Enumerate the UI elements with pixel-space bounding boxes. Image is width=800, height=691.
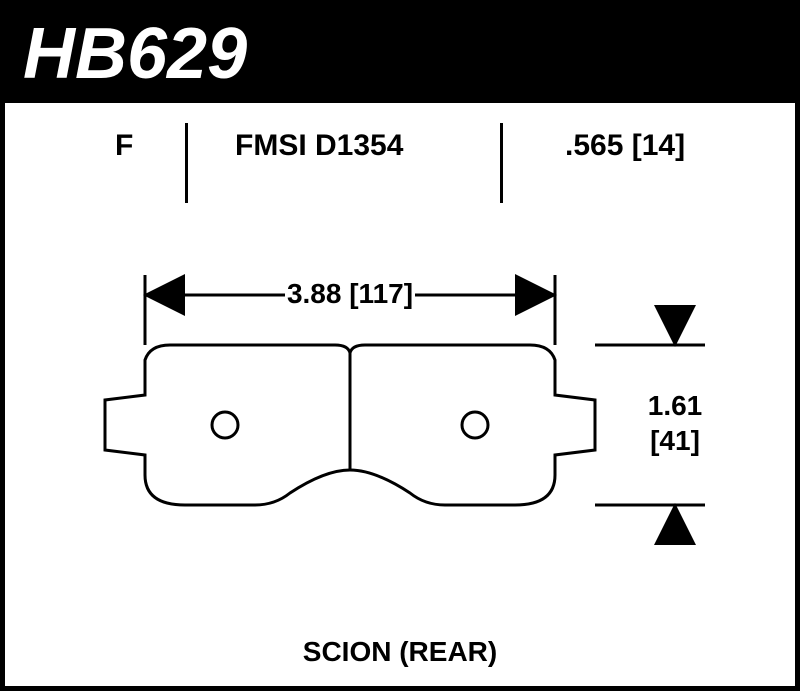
- header-bar: HB629: [5, 5, 795, 103]
- spec-fmsi: FMSI D1354: [235, 129, 403, 163]
- spec-divider-1: [185, 123, 188, 203]
- spec-compound: F: [115, 129, 133, 163]
- diagram-frame: HB629 F FMSI D1354 .565 [14] 3.88 [117]: [0, 0, 800, 691]
- spec-divider-2: [500, 123, 503, 203]
- width-dimension-label: 3.88 [117]: [287, 278, 413, 309]
- brake-pad-drawing: 3.88 [117] 1.61 [41]: [55, 245, 755, 605]
- spec-row: F FMSI D1354 .565 [14]: [5, 115, 795, 215]
- part-number-title: HB629: [23, 13, 247, 95]
- rivet-left: [212, 412, 238, 438]
- rivet-right: [462, 412, 488, 438]
- height-dimension-label-1: 1.61: [648, 390, 703, 421]
- footer-label: SCION (REAR): [5, 636, 795, 668]
- spec-thickness: .565 [14]: [565, 129, 685, 163]
- height-dimension-label-2: [41]: [650, 425, 700, 456]
